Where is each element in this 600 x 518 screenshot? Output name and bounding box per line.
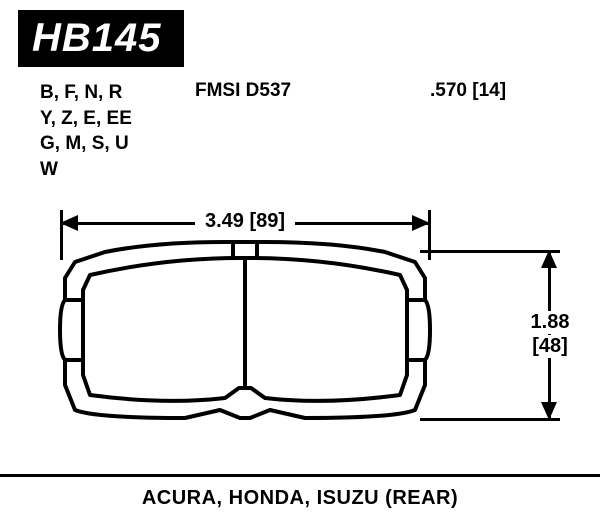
width-dim-label: 3.49 [89] [195,210,295,233]
brake-pad-diagram [55,240,435,440]
height-tick-top [420,250,560,253]
code-line: B, F, N, R [40,80,132,106]
height-dim-label-1: 1.88 [524,311,576,334]
code-line: Y, Z, E, EE [40,106,132,132]
application-footer: ACURA, HONDA, ISUZU (REAR) [0,474,600,518]
part-number-title: HB145 [18,10,184,67]
height-tick-bottom [420,418,560,421]
thickness-spec: .570 [14] [430,80,506,102]
part-number-text: HB145 [32,16,162,60]
application-text: ACURA, HONDA, ISUZU (REAR) [142,487,458,509]
height-dim-label-2: [48] [524,335,576,358]
code-line: G, M, S, U [40,131,132,157]
code-line: W [40,157,132,183]
compound-codes: B, F, N, R Y, Z, E, EE G, M, S, U W [40,80,132,183]
fmsi-code: FMSI D537 [195,80,291,102]
